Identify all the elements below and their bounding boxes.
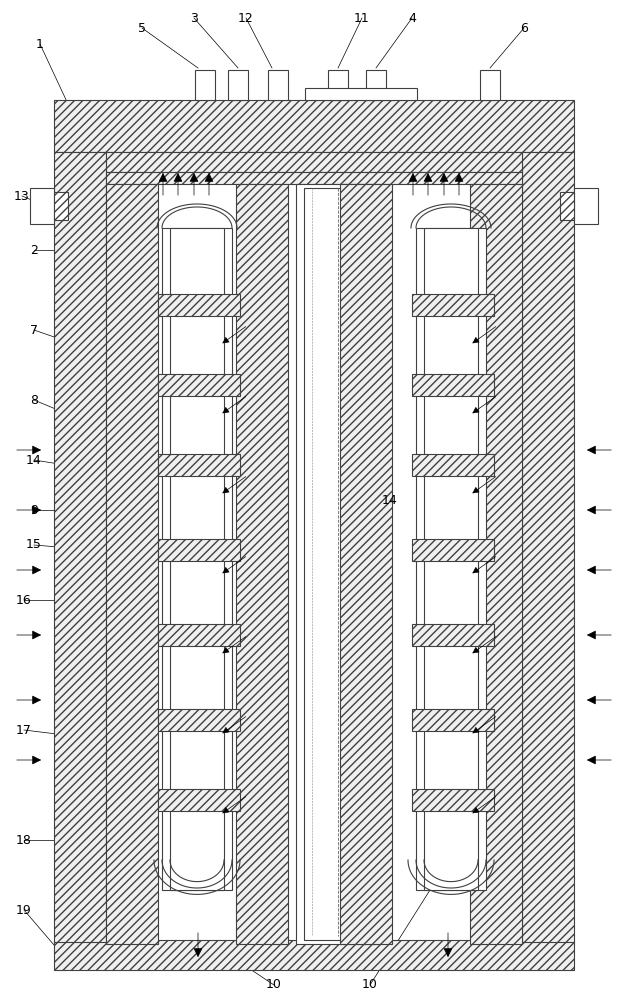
Bar [162, 228, 232, 890]
Bar [158, 624, 240, 646]
Bar [412, 374, 494, 396]
Text: 10: 10 [266, 978, 282, 992]
Text: 3: 3 [190, 11, 198, 24]
Bar [106, 152, 522, 172]
Bar [340, 184, 392, 944]
Bar [54, 100, 574, 152]
Text: 13: 13 [14, 190, 30, 202]
Bar [412, 624, 494, 646]
Text: 4: 4 [408, 11, 416, 24]
Bar [158, 789, 240, 811]
Bar [236, 184, 288, 944]
Bar [54, 940, 574, 970]
Bar [228, 70, 248, 100]
Text: 12: 12 [238, 11, 254, 24]
Bar [416, 228, 486, 890]
Bar [412, 294, 494, 316]
Bar [412, 454, 494, 476]
Bar [412, 789, 494, 811]
Bar [170, 228, 224, 890]
Bar [574, 188, 598, 224]
Text: 1: 1 [36, 37, 44, 50]
Text: 14: 14 [26, 454, 42, 466]
Text: 7: 7 [30, 324, 38, 336]
Bar [522, 152, 574, 942]
Bar [158, 374, 240, 396]
Bar [366, 70, 386, 100]
Bar [195, 70, 215, 100]
Bar [470, 184, 522, 944]
Bar [158, 539, 240, 561]
Bar [54, 152, 106, 942]
Text: 9: 9 [30, 504, 38, 516]
Bar [412, 709, 494, 731]
Bar [424, 228, 478, 890]
Bar [268, 70, 288, 100]
Bar [158, 454, 240, 476]
Bar [480, 70, 500, 100]
Bar [560, 192, 574, 220]
Bar [412, 539, 494, 561]
Text: 19: 19 [16, 904, 32, 916]
Text: 16: 16 [16, 593, 32, 606]
Text: 8: 8 [30, 393, 38, 406]
Bar [30, 188, 54, 224]
Text: 17: 17 [16, 724, 32, 736]
Bar [158, 294, 240, 316]
Bar [54, 192, 68, 220]
Text: 18: 18 [16, 834, 32, 846]
Bar [158, 709, 240, 731]
Text: 6: 6 [520, 21, 528, 34]
Bar [296, 184, 380, 944]
Bar [328, 70, 348, 100]
Text: 11: 11 [354, 11, 370, 24]
Bar [304, 188, 372, 940]
Text: 14: 14 [382, 493, 398, 506]
Bar [106, 184, 158, 944]
Text: 10: 10 [362, 978, 378, 992]
Text: 15: 15 [26, 538, 42, 552]
Bar [106, 172, 522, 184]
Text: 5: 5 [138, 21, 146, 34]
Bar [305, 88, 417, 100]
Text: 2: 2 [30, 243, 38, 256]
